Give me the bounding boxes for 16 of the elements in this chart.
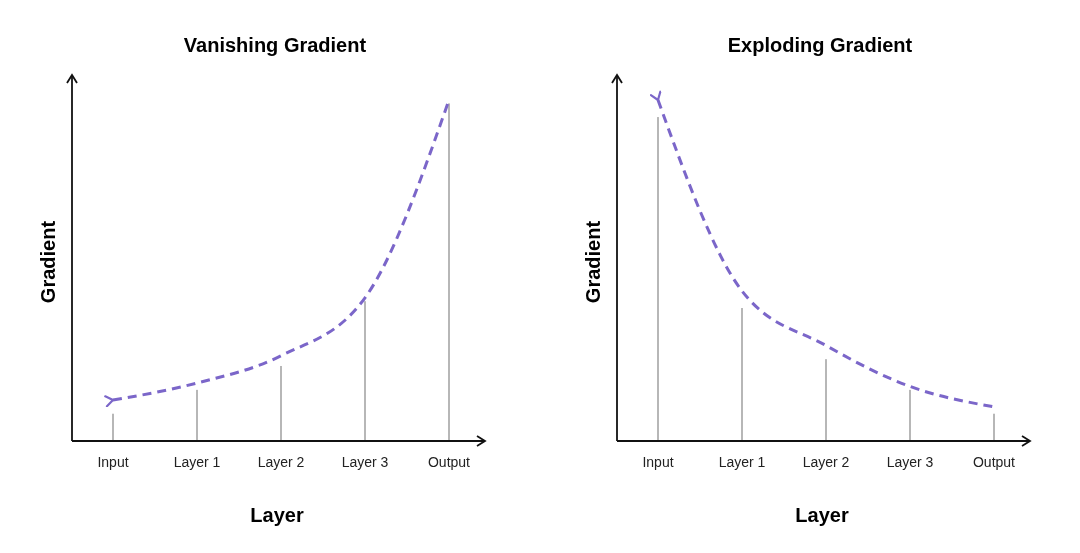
y-axis-title: Gradient <box>582 220 604 304</box>
x-tick-label: Layer 1 <box>718 454 766 470</box>
x-tick-label: Layer 2 <box>257 454 305 470</box>
x-tick-label: Input <box>642 454 674 470</box>
y-axis-title: Gradient <box>37 220 59 304</box>
x-axis-title: Layer <box>795 504 849 526</box>
chart-title: Vanishing Gradient <box>183 34 367 56</box>
x-axis-title: Layer <box>250 504 304 526</box>
x-tick-label: Input <box>97 454 129 470</box>
x-tick-label: Layer 2 <box>802 454 850 470</box>
x-tick-label: Layer 3 <box>886 454 934 470</box>
chart-title: Exploding Gradient <box>727 34 913 56</box>
x-tick-label: Output <box>972 454 1016 470</box>
x-tick-label: Layer 1 <box>173 454 221 470</box>
x-tick-label: Layer 3 <box>341 454 389 470</box>
x-tick-label: Output <box>427 454 471 470</box>
